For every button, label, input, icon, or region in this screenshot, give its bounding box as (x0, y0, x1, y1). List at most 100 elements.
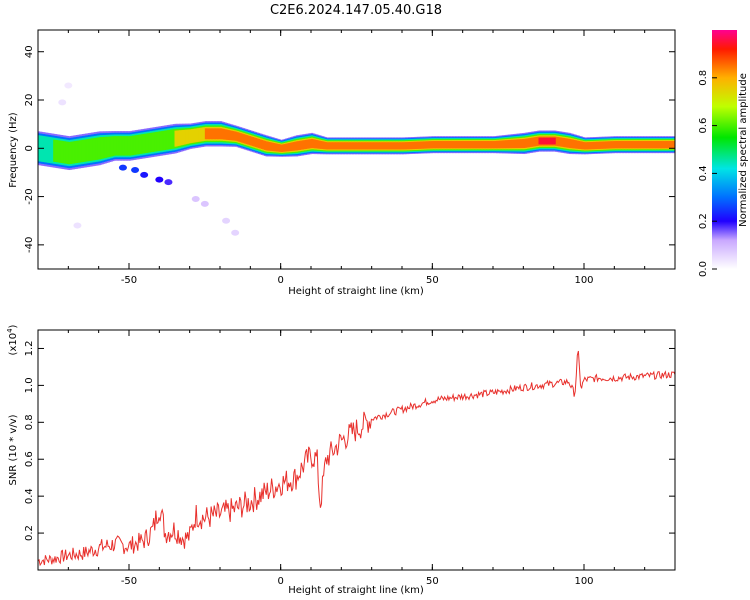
spectrogram-cell (568, 138, 571, 148)
spectrogram-cell (499, 140, 502, 149)
y-tick-label: 0.4 (24, 488, 35, 504)
spectrogram-cell (553, 137, 556, 145)
spectrogram-cell (400, 142, 403, 150)
spectrogram-cell (106, 136, 109, 158)
spectrogram-cell (552, 137, 555, 145)
spectrogram-cell (273, 143, 276, 152)
spectrogram-cell (412, 141, 415, 150)
spectrogram-cell (471, 141, 474, 149)
spectrogram-cell (365, 142, 368, 150)
spectrogram-cell (474, 141, 477, 149)
spectrogram-cell (632, 141, 635, 149)
spectrogram-panel: -50 0 50 100 -40 -20 0 20 40 Height of straight … (8, 29, 676, 297)
spectrogram-cell (493, 141, 496, 149)
spectrogram-cell (54, 139, 57, 163)
spectrogram-cell (342, 142, 345, 150)
spectrogram-cell (144, 133, 147, 154)
spectrogram-cell (317, 140, 320, 149)
spectrogram-cell (189, 129, 192, 144)
spectrogram-cell (444, 141, 447, 149)
spectrogram-cell (442, 141, 446, 149)
spectrogram-cell (406, 142, 409, 150)
spectrogram-cell (590, 142, 593, 150)
spectrogram-cell (477, 141, 480, 149)
spectrogram-cell (320, 140, 323, 149)
spectrogram-cell (179, 130, 182, 146)
spectrogram-blob (164, 179, 173, 186)
snr-panel: -50 0 50 100 0.2 0.4 0.6 0.8 1.0 1.2 Height of st… (6, 324, 676, 596)
spectrogram-cell (502, 140, 505, 149)
spectrogram-blob (231, 229, 240, 236)
spectrogram-cell (88, 138, 91, 162)
spectrogram-xlabel: Height of straight line (km) (288, 286, 424, 297)
spectrogram-cell (354, 142, 358, 150)
spectrogram-cell (212, 128, 215, 140)
spectrogram-blob (191, 195, 200, 202)
spectrogram-cell (260, 139, 264, 149)
spectrogram-cell (274, 143, 277, 152)
snr-ticks: -50 0 50 100 0.2 0.4 0.6 0.8 1.0 1.2 (24, 330, 676, 587)
spectrogram-cell (382, 142, 385, 150)
spectrogram-cell (280, 144, 283, 152)
spectrogram-cell (392, 142, 396, 150)
spectrogram-blob (58, 99, 67, 106)
spectrogram-cell (465, 141, 468, 149)
spectrogram-cell (602, 141, 605, 149)
spectrogram-blob (73, 222, 82, 229)
spectrogram-cell (112, 136, 115, 156)
spectrogram-cell (468, 141, 471, 149)
spectrogram-cell (496, 140, 499, 149)
spectrogram-cell (92, 138, 95, 161)
x-tick-label: 50 (426, 576, 439, 587)
spectrogram-cell (402, 142, 405, 150)
spectrogram-cell (409, 141, 412, 150)
spectrogram-cell (587, 142, 590, 150)
spectrogram-cell (227, 130, 230, 140)
spectrogram-cell (77, 140, 80, 163)
spectrogram-cell (497, 140, 500, 149)
spectrogram-cell (618, 141, 621, 149)
spectrogram-cell (364, 142, 367, 150)
spectrogram-cell (576, 140, 579, 149)
spectrogram-cell (262, 140, 265, 150)
spectrogram-cell (485, 141, 488, 149)
spectrogram-cell (267, 141, 270, 151)
spectrogram-cell (318, 140, 321, 149)
spectrogram-cell (213, 128, 217, 140)
spectrogram-cell (119, 136, 123, 156)
spectrogram-cell (45, 136, 48, 163)
spectrogram-cell (256, 138, 259, 148)
spectrogram-cell (351, 142, 355, 150)
spectrogram-cell (247, 135, 250, 145)
spectrogram-cell (398, 142, 402, 150)
spectrogram-cell (367, 142, 370, 150)
spectrogram-cell (221, 128, 224, 140)
spectrogram-cell (100, 137, 103, 160)
colorbar-gradient (712, 30, 737, 269)
spectrogram-cell (605, 141, 608, 149)
spectrogram-cell (464, 141, 467, 149)
spectrogram-cell (51, 137, 54, 164)
spectrogram-cell (362, 142, 365, 150)
spectrogram-cell (154, 132, 157, 152)
spectrogram-cell (544, 137, 547, 145)
x-tick-label: 100 (574, 576, 593, 587)
spectrogram-cell (44, 136, 47, 163)
spectrogram-cell (594, 141, 597, 150)
spectrogram-cell (373, 142, 376, 150)
spectrogram-cell (268, 142, 271, 151)
spectrogram-cell (459, 141, 462, 149)
spectrogram-cell (215, 128, 218, 140)
spectrogram-cell (512, 139, 515, 149)
spectrogram-cell (236, 132, 239, 142)
spectrogram-cell (358, 142, 361, 150)
spectrogram-cell (549, 137, 552, 145)
spectrogram-cell (526, 138, 529, 148)
spectrogram-cell (197, 128, 200, 142)
spectrogram-cell (394, 142, 397, 150)
spectrogram-cell (203, 127, 206, 141)
snr-frame (37, 329, 676, 571)
spectrogram-cell (309, 139, 312, 149)
spectrogram-cell (338, 142, 341, 150)
spectrogram-cell (489, 141, 493, 149)
